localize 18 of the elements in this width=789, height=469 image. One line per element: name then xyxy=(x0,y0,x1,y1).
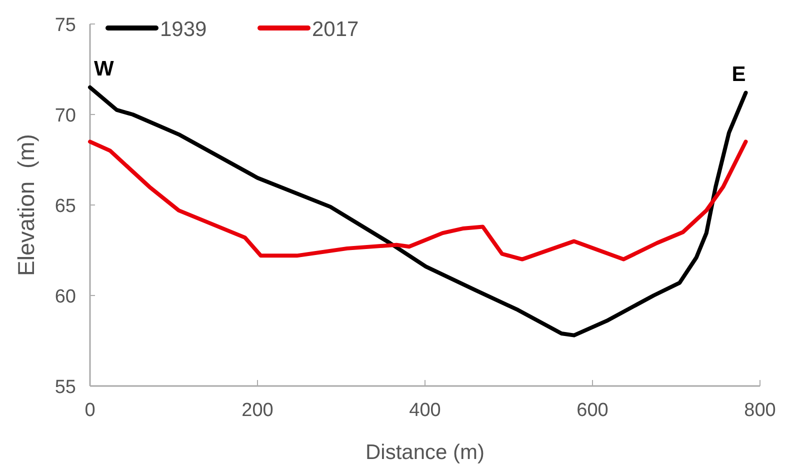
x-tick-label: 400 xyxy=(409,400,441,421)
x-tick-label: 0 xyxy=(84,400,96,421)
annotation: E xyxy=(732,62,746,86)
x-axis-title: Distance (m) xyxy=(365,441,485,464)
y-tick-label: 70 xyxy=(54,106,76,126)
line-series xyxy=(88,85,748,338)
x-tick-label: 600 xyxy=(576,400,608,421)
y-axis-title: Elevation (m) xyxy=(13,134,39,276)
legend-label: 1939 xyxy=(160,18,207,41)
y-tick-label: 60 xyxy=(54,286,76,308)
line-series xyxy=(88,140,748,262)
legend-label: 2017 xyxy=(312,18,359,41)
y-tick-label: 75 xyxy=(54,15,76,36)
x-tick-label: 800 xyxy=(744,400,776,421)
annotation: W xyxy=(94,57,114,80)
y-tick-label: 65 xyxy=(54,196,76,217)
x-tick-label: 200 xyxy=(242,400,274,421)
y-tick-label: 55 xyxy=(54,377,76,398)
